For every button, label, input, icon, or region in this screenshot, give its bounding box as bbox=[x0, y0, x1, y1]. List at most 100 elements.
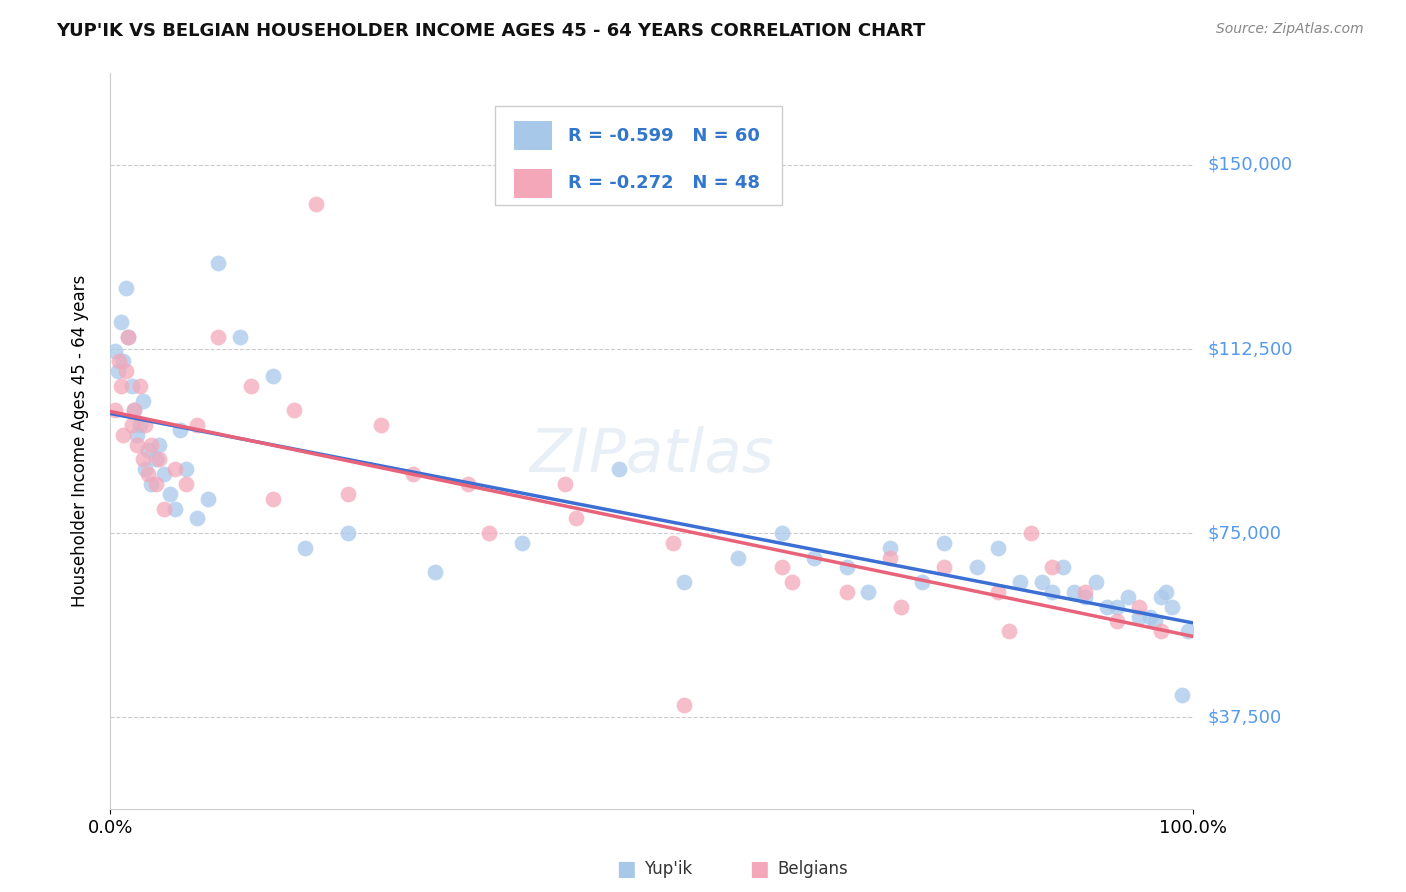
Text: ■: ■ bbox=[749, 859, 769, 879]
Point bbox=[104, 344, 127, 359]
Text: YUP'IK VS BELGIAN HOUSEHOLDER INCOME AGES 45 - 64 YEARS CORRELATION CHART: YUP'IK VS BELGIAN HOUSEHOLDER INCOME AGE… bbox=[56, 22, 925, 40]
Point bbox=[141, 438, 163, 452]
Text: ■: ■ bbox=[616, 859, 636, 879]
Point bbox=[239, 379, 262, 393]
Point bbox=[174, 462, 197, 476]
Point bbox=[129, 379, 152, 393]
Point bbox=[186, 511, 208, 525]
Text: R = -0.272   N = 48: R = -0.272 N = 48 bbox=[568, 175, 761, 193]
Point bbox=[110, 379, 132, 393]
Point bbox=[141, 477, 163, 491]
Point bbox=[510, 536, 533, 550]
Point bbox=[129, 418, 152, 433]
Point bbox=[115, 364, 138, 378]
Text: Yup'ik: Yup'ik bbox=[644, 860, 692, 878]
Point bbox=[169, 423, 191, 437]
Point bbox=[1052, 560, 1074, 574]
Text: Source: ZipAtlas.com: Source: ZipAtlas.com bbox=[1216, 22, 1364, 37]
Point bbox=[1150, 590, 1173, 604]
Point bbox=[104, 403, 127, 417]
Point bbox=[1107, 615, 1129, 629]
Point bbox=[145, 477, 167, 491]
Point bbox=[607, 462, 630, 476]
Point bbox=[148, 438, 170, 452]
Point bbox=[1095, 599, 1118, 614]
Point bbox=[457, 477, 479, 491]
Point bbox=[858, 585, 880, 599]
Point bbox=[159, 487, 181, 501]
Point bbox=[207, 330, 229, 344]
Point bbox=[835, 585, 858, 599]
Point bbox=[110, 315, 132, 329]
Point bbox=[1154, 585, 1177, 599]
Point bbox=[1074, 590, 1097, 604]
Point bbox=[122, 403, 145, 417]
Point bbox=[305, 197, 328, 211]
Point bbox=[1107, 599, 1129, 614]
Point bbox=[1084, 575, 1107, 590]
Point bbox=[911, 575, 934, 590]
Text: R = -0.599   N = 60: R = -0.599 N = 60 bbox=[568, 127, 761, 145]
Point bbox=[1177, 624, 1199, 639]
Point bbox=[127, 428, 149, 442]
Text: $37,500: $37,500 bbox=[1208, 708, 1281, 726]
Point bbox=[402, 467, 425, 482]
Point bbox=[122, 403, 145, 417]
Point bbox=[283, 403, 305, 417]
Point bbox=[1074, 585, 1097, 599]
Point bbox=[153, 501, 176, 516]
Point bbox=[1019, 526, 1042, 541]
Point bbox=[1116, 590, 1139, 604]
Point bbox=[1031, 575, 1053, 590]
Point bbox=[294, 541, 316, 555]
Point bbox=[890, 599, 912, 614]
Point bbox=[229, 330, 252, 344]
Point bbox=[262, 491, 284, 506]
Point bbox=[165, 462, 187, 476]
Point bbox=[148, 452, 170, 467]
Point bbox=[879, 550, 901, 565]
Point bbox=[107, 364, 129, 378]
Point bbox=[1139, 609, 1161, 624]
Point bbox=[1150, 624, 1173, 639]
Point bbox=[770, 560, 793, 574]
Text: $112,500: $112,500 bbox=[1208, 340, 1292, 358]
Point bbox=[197, 491, 219, 506]
Point bbox=[565, 511, 588, 525]
Point bbox=[554, 477, 576, 491]
FancyBboxPatch shape bbox=[515, 169, 553, 198]
Point bbox=[117, 330, 139, 344]
Point bbox=[478, 526, 501, 541]
Point bbox=[998, 624, 1021, 639]
Point bbox=[1144, 615, 1167, 629]
Point bbox=[662, 536, 685, 550]
Point bbox=[337, 487, 360, 501]
Text: Belgians: Belgians bbox=[778, 860, 848, 878]
Point bbox=[107, 354, 129, 368]
Point bbox=[127, 438, 149, 452]
Point bbox=[112, 354, 135, 368]
Point bbox=[673, 698, 696, 712]
Y-axis label: Householder Income Ages 45 - 64 years: Householder Income Ages 45 - 64 years bbox=[72, 275, 89, 607]
Point bbox=[207, 256, 229, 270]
Point bbox=[145, 452, 167, 467]
Point bbox=[121, 379, 143, 393]
Point bbox=[186, 418, 208, 433]
Point bbox=[727, 550, 749, 565]
Text: $150,000: $150,000 bbox=[1208, 156, 1292, 174]
Point bbox=[136, 442, 159, 457]
Point bbox=[803, 550, 825, 565]
Point bbox=[987, 585, 1010, 599]
Point bbox=[966, 560, 988, 574]
Point bbox=[770, 526, 793, 541]
Point bbox=[131, 393, 153, 408]
FancyBboxPatch shape bbox=[495, 106, 782, 205]
Point bbox=[1128, 609, 1150, 624]
Point bbox=[673, 575, 696, 590]
Point bbox=[879, 541, 901, 555]
Point bbox=[782, 575, 804, 590]
Point bbox=[136, 467, 159, 482]
Point bbox=[112, 428, 135, 442]
Point bbox=[987, 541, 1010, 555]
FancyBboxPatch shape bbox=[515, 120, 553, 150]
